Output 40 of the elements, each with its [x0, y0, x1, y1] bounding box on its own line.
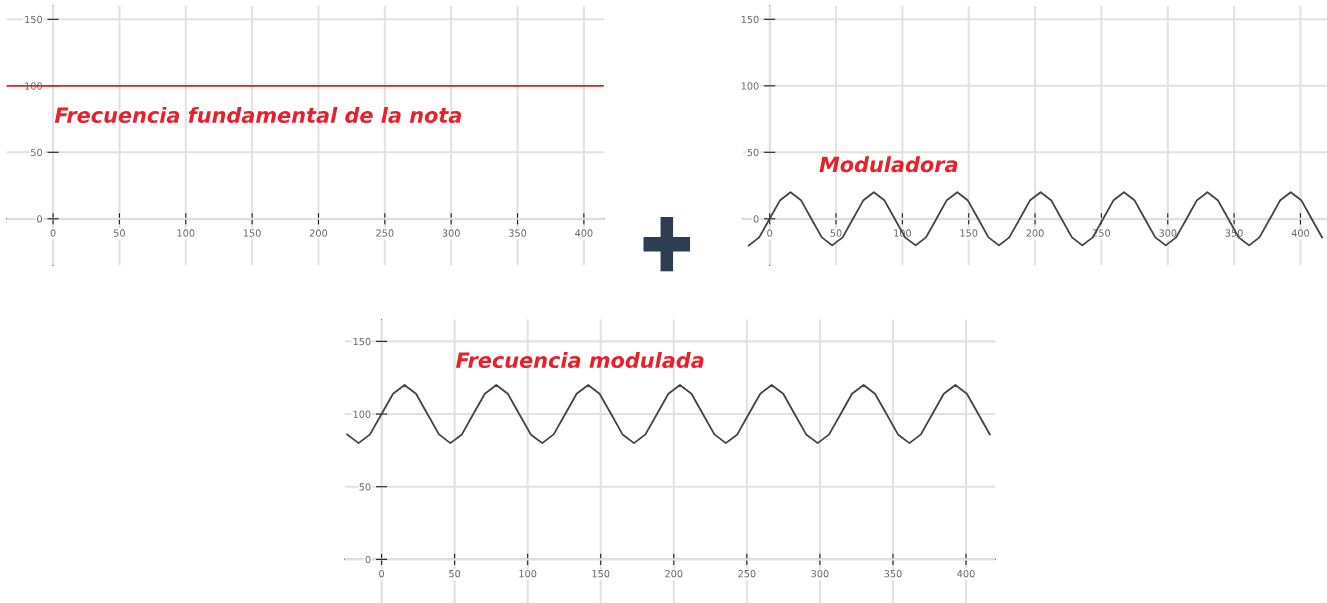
y-tick-label: 50	[359, 483, 371, 491]
x-tick-label: 0	[767, 229, 773, 237]
y-tick-label: 150	[25, 15, 43, 24]
x-tick-label: 100	[177, 229, 195, 237]
x-tick-label: 400	[957, 569, 975, 578]
x-tick-label: 150	[592, 569, 610, 578]
x-tick-label: 0	[379, 569, 384, 578]
x-tick-label: 300	[442, 229, 460, 237]
x-tick-label: 300	[811, 569, 829, 578]
x-tick-label: 350	[508, 229, 527, 237]
x-tick-label: 50	[830, 229, 842, 237]
x-tick-label: 150	[243, 229, 261, 237]
x-tick-label: 100	[519, 569, 537, 578]
x-tick-label: 50	[449, 569, 461, 578]
y-tick-label: 150	[741, 15, 759, 24]
x-tick-label: 200	[665, 569, 683, 578]
x-tick-label: 150	[960, 229, 978, 237]
x-tick-label: 350	[884, 569, 902, 578]
y-tick-label: 150	[353, 337, 371, 346]
y-tick-label: 0	[365, 555, 371, 564]
x-tick-label: 200	[1026, 229, 1044, 237]
series-label: Moduladora	[819, 156, 958, 173]
x-tick-label: 300	[1159, 229, 1177, 237]
x-tick-label: 250	[376, 229, 394, 237]
line-series	[747, 191, 1323, 247]
series-label: Frecuencia fundamental de la nota	[54, 106, 462, 124]
series-label: Frecuencia modulada	[456, 351, 704, 369]
x-tick-label: 200	[309, 229, 328, 237]
y-tick-label: 100	[741, 82, 759, 90]
x-tick-label: 400	[575, 229, 593, 237]
y-tick-label: 0	[753, 215, 759, 223]
y-tick-label: 0	[37, 215, 43, 223]
y-tick-label: 50	[31, 148, 43, 157]
x-tick-label: 50	[113, 229, 125, 237]
y-tick-label: 100	[353, 410, 371, 418]
x-tick-label: 0	[50, 229, 56, 237]
x-tick-label: 250	[738, 569, 756, 578]
x-tick-label: 400	[1291, 229, 1310, 237]
y-tick-label: 50	[747, 148, 759, 157]
line-series	[346, 384, 991, 445]
